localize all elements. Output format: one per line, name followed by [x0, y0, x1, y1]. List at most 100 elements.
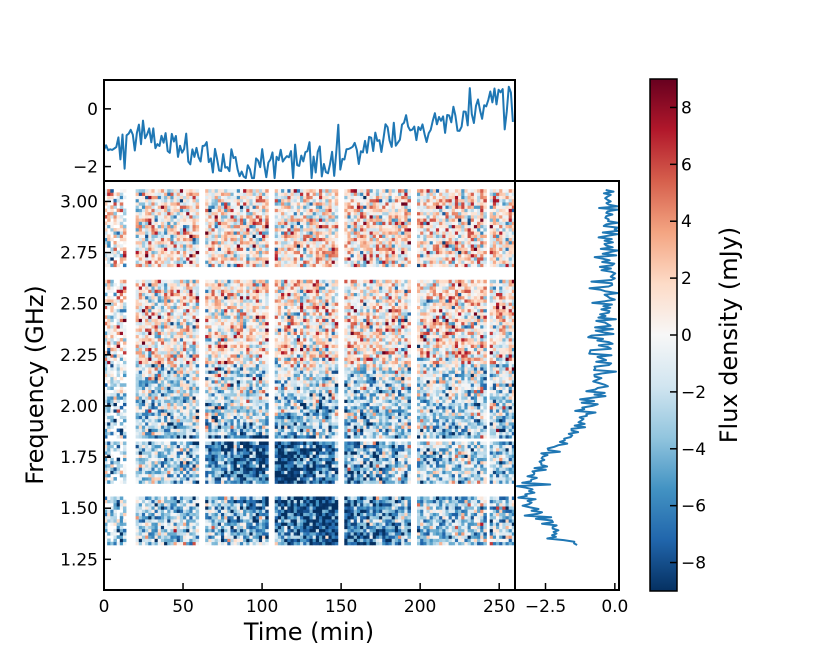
heatmap-cell [138, 367, 143, 371]
heatmap-cell [227, 250, 231, 255]
heatmap-cell [246, 331, 250, 336]
heatmap-cell [220, 386, 225, 391]
heatmap-cell [186, 460, 190, 465]
heatmap-cell [284, 202, 288, 206]
heatmap-cell [135, 383, 140, 387]
heatmap-cell [230, 447, 234, 452]
heatmap-cell [189, 441, 193, 446]
heatmap-cell [220, 279, 225, 284]
heatmap-cell [167, 295, 171, 300]
heatmap-cell [230, 363, 234, 368]
heatmap-cell [189, 502, 193, 507]
heatmap-cell [214, 260, 219, 264]
heatmap-cell [227, 237, 231, 242]
heatmap-cell [239, 441, 244, 446]
heatmap-cell [243, 451, 247, 455]
heatmap-cell [160, 447, 165, 452]
heatmap-cell [167, 512, 171, 517]
heatmap-cell [249, 224, 253, 229]
heatmap-cell [183, 435, 187, 439]
heatmap-cell [236, 402, 241, 407]
heatmap-cell [192, 405, 196, 410]
heatmap-cell [141, 538, 146, 543]
heatmap-cell [214, 344, 219, 348]
heatmap-cell [211, 247, 215, 251]
heatmap-cell [176, 334, 181, 339]
heatmap-cell [170, 363, 174, 368]
heatmap-cell [252, 357, 257, 361]
heatmap-cell [151, 354, 155, 358]
heatmap-cell [141, 431, 146, 436]
heatmap-cell [116, 435, 121, 439]
heatmap-cell [284, 415, 288, 420]
heatmap-cell [179, 399, 184, 403]
heatmap-cell [249, 350, 253, 355]
heatmap-cell [217, 282, 222, 287]
heatmap-cell [227, 496, 231, 501]
heatmap-cell [135, 247, 140, 251]
heatmap-cell [151, 198, 155, 203]
heatmap-cell [265, 211, 269, 216]
heatmap-cell [113, 402, 117, 407]
heatmap-cell [205, 318, 209, 323]
heatmap-cell [173, 328, 178, 332]
heatmap-cell [189, 405, 193, 410]
heatmap-cell [173, 431, 178, 436]
heatmap-cell [135, 292, 140, 297]
heatmap-cell [167, 506, 171, 510]
heatmap-cell [141, 444, 146, 449]
heatmap-cell [170, 350, 174, 355]
heatmap-cell [135, 447, 140, 452]
heatmap-cell [230, 441, 234, 446]
heatmap-cell [262, 221, 266, 226]
heatmap-cell [173, 405, 178, 410]
heatmap-cell [104, 389, 108, 394]
heatmap-cell [107, 392, 111, 397]
heatmap-cell [211, 386, 215, 391]
heatmap-cell [189, 224, 193, 229]
heatmap-cell [284, 496, 288, 501]
heatmap-cell [249, 334, 253, 339]
heatmap-cell [265, 321, 269, 326]
heatmap-cell [167, 392, 171, 397]
heatmap-cell [104, 444, 108, 449]
heatmap-cell [236, 467, 241, 471]
heatmap-cell [220, 480, 225, 484]
heatmap-cell [265, 247, 269, 251]
heatmap-cell [233, 308, 238, 313]
heatmap-cell [252, 380, 257, 384]
heatmap-cell [277, 373, 282, 378]
heatmap-cell [224, 473, 228, 478]
heatmap-cell [157, 234, 162, 238]
heatmap-cell [195, 192, 200, 196]
heatmap-cell [205, 328, 209, 332]
heatmap-cell [167, 354, 171, 358]
heatmap-cell [173, 532, 178, 536]
heatmap-cell [148, 218, 152, 222]
heatmap-cell [179, 512, 184, 517]
heatmap-cell [167, 198, 171, 203]
heatmap-cell [265, 402, 269, 407]
heatmap-cell [138, 415, 143, 420]
heatmap-cell [186, 532, 190, 536]
heatmap-cell [220, 380, 225, 384]
heatmap-cell [141, 428, 146, 433]
heatmap-cell [160, 376, 165, 381]
heatmap-cell [145, 409, 149, 413]
heatmap-cell [104, 392, 108, 397]
heatmap-cell [141, 454, 146, 458]
heatmap-cell [122, 240, 127, 245]
heatmap-cell [236, 376, 241, 381]
heatmap-cell [135, 373, 140, 378]
heatmap-cell [252, 244, 257, 248]
heatmap-cell [141, 457, 146, 462]
heatmap-cell [227, 305, 231, 310]
heatmap-cell [189, 347, 193, 352]
heatmap-cell [167, 218, 171, 222]
heatmap-cell [239, 299, 244, 303]
heatmap-cell [173, 321, 178, 326]
heatmap-cell [249, 425, 253, 429]
heatmap-cell [281, 502, 285, 507]
heatmap-cell [258, 386, 263, 391]
heatmap-cell [262, 402, 266, 407]
